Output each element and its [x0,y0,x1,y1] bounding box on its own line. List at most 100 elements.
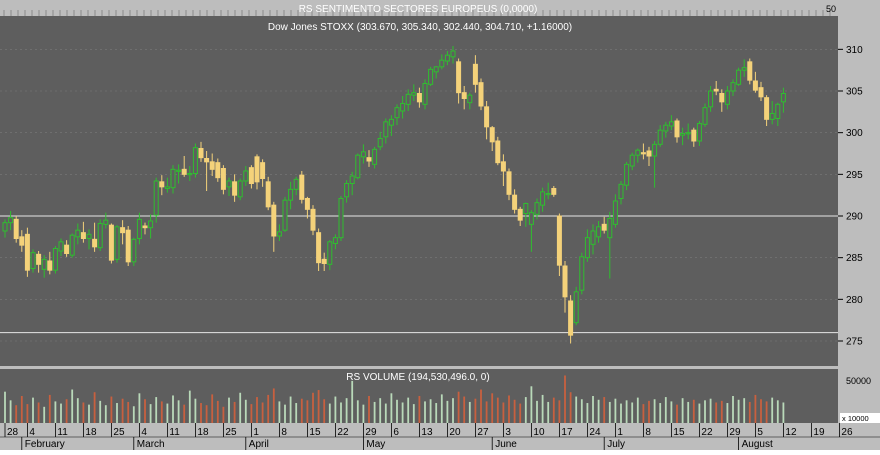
day-label: 25 [113,427,125,438]
candle-body [545,193,551,196]
volume-bar [608,401,611,423]
volume-bar [82,402,85,423]
candle-body [439,59,445,68]
candle-body [344,183,350,198]
candle-body [489,127,495,143]
volume-bar [592,396,594,423]
candle [360,144,366,164]
candle-body [422,83,428,105]
candle-body [556,215,562,266]
candle [204,151,210,191]
volume-bar [625,400,628,423]
volume-bar [300,398,303,423]
candle [691,127,697,147]
volume-bar [9,400,12,423]
volume-bar [597,399,600,423]
day-label: 17 [561,427,573,438]
candle-body [383,121,389,138]
candle-body [226,180,232,188]
candle-body [388,118,394,126]
volume-bar [502,402,505,423]
candle [601,216,607,234]
candle-body [69,234,75,256]
candle [131,237,137,266]
volume-bar [530,386,533,423]
candle-body [215,162,221,179]
chart-title: Dow Jones STOXX (303.670, 305.340, 302.4… [268,22,572,33]
candle-body [500,161,506,172]
candle-body [534,202,540,215]
candle [562,261,568,313]
volume-bar [776,400,779,423]
candle [209,153,215,176]
day-label: 8 [281,427,287,438]
candle-body [495,140,501,164]
candle [646,146,652,166]
date-axis-labels: 28 4 11 18 25 4 11 18 25 1 8 15 22 29 6 13 20 27 3 10 17 24 1 8… [0,423,880,450]
volume-bar [340,402,342,423]
candle [394,104,400,126]
volume-bar [771,397,774,423]
candle-body [444,54,450,62]
candle-body [36,253,42,265]
candle [568,295,574,344]
candle-body [176,169,182,172]
volume-bar [676,404,678,423]
day-label: 25 [225,427,237,438]
volume-bar [653,399,656,423]
volume-bar [121,398,124,423]
candle [668,115,674,131]
candle-body [584,237,590,259]
candle [237,178,243,201]
candle [422,79,428,110]
candle-body [680,133,686,136]
volume-bar [564,375,566,423]
candle-body [590,230,596,245]
candle-body [668,121,674,127]
candle [176,164,182,184]
candle-body [187,173,193,176]
volume-bar [99,400,102,423]
volume-bar [485,401,488,423]
candle-body [528,212,534,225]
volume-bar [704,400,706,423]
volume-bar [491,393,494,423]
candle [148,214,154,239]
candle [58,238,64,256]
volume-bar [687,401,690,423]
candle [64,240,70,257]
candle [411,84,417,101]
candle [181,156,187,177]
volume-bar [513,399,516,423]
candle-body [691,129,697,142]
volume-bar [132,406,135,423]
volume-bar [575,396,578,423]
candle [170,165,176,194]
candle [764,95,770,126]
candle-body [708,90,714,108]
candle [159,175,165,196]
volume-bar [681,398,684,423]
day-label: 15 [673,427,685,438]
candle-body [64,244,70,255]
volume-bar [261,402,264,423]
candle-body [618,183,624,199]
candle [467,92,473,110]
candle [416,87,422,108]
candle [103,212,109,229]
candle [461,86,467,110]
day-label: 18 [85,427,97,438]
volume-bar [250,404,253,423]
candle-body [271,204,277,237]
candle [30,249,36,273]
volume-bar [37,402,40,423]
volume-title: RS VOLUME (194,530,496.0, 0) [346,372,489,383]
candle [243,166,249,186]
volume-bar [552,397,555,423]
candle-body [747,61,753,81]
candle [596,221,602,243]
candle [69,233,75,258]
candle [573,286,579,326]
volume-bar [670,401,673,423]
candle [724,86,730,110]
